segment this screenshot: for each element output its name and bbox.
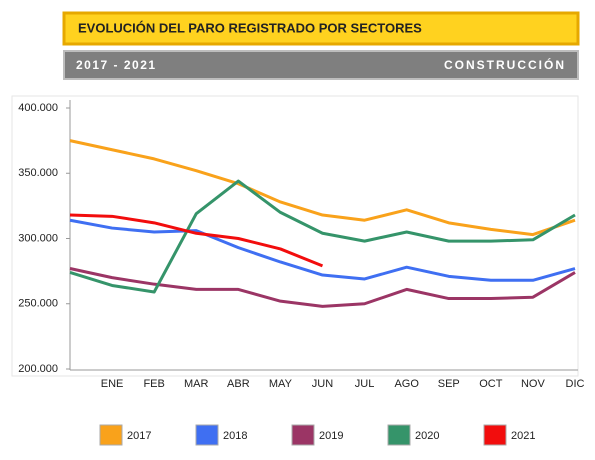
legend-label: 2021	[511, 430, 535, 442]
x-tick-label: OCT	[479, 378, 503, 390]
x-tick-label: MAY	[269, 378, 293, 390]
series-line	[69, 218, 576, 282]
legend-label: 2019	[319, 430, 343, 442]
series-line	[69, 179, 576, 294]
series-line	[69, 213, 324, 268]
x-tick-label: NOV	[521, 378, 546, 390]
legend-swatch	[387, 424, 411, 446]
y-tick-label: 350.000	[18, 167, 58, 179]
subtitle-bar	[63, 50, 579, 80]
legend-swatch	[99, 424, 123, 446]
x-tick-label: ENE	[101, 378, 124, 390]
x-tick-label: FEB	[143, 378, 164, 390]
x-tick-label: SEP	[438, 378, 460, 390]
x-tick-label: JUN	[312, 378, 333, 390]
chart-title: EVOLUCIÓN DEL PARO REGISTRADO POR SECTOR…	[78, 20, 422, 35]
series-line	[69, 139, 576, 237]
legend-label: 2017	[127, 430, 151, 442]
y-tick-label: 400.000	[18, 102, 58, 114]
title-box	[62, 11, 580, 46]
x-tick-label: MAR	[184, 378, 209, 390]
subtitle: 2017 - 2021	[76, 58, 157, 72]
sector: CONSTRUCCIÓN	[444, 57, 566, 72]
y-tick-label: 200.000	[18, 363, 58, 375]
legend-swatch	[195, 424, 219, 446]
x-tick-label: JUL	[355, 378, 375, 390]
plot-frame	[11, 95, 579, 377]
x-tick-label: AGO	[394, 378, 419, 390]
series-line	[69, 267, 576, 308]
y-tick-label: 300.000	[18, 232, 58, 244]
x-tick-label: ABR	[227, 378, 250, 390]
y-tick-label: 250.000	[18, 298, 58, 310]
legend-swatch	[291, 424, 315, 446]
legend-swatch	[483, 424, 507, 446]
x-tick-label: DIC	[566, 378, 585, 390]
legend-label: 2018	[223, 430, 247, 442]
legend-label: 2020	[415, 430, 439, 442]
